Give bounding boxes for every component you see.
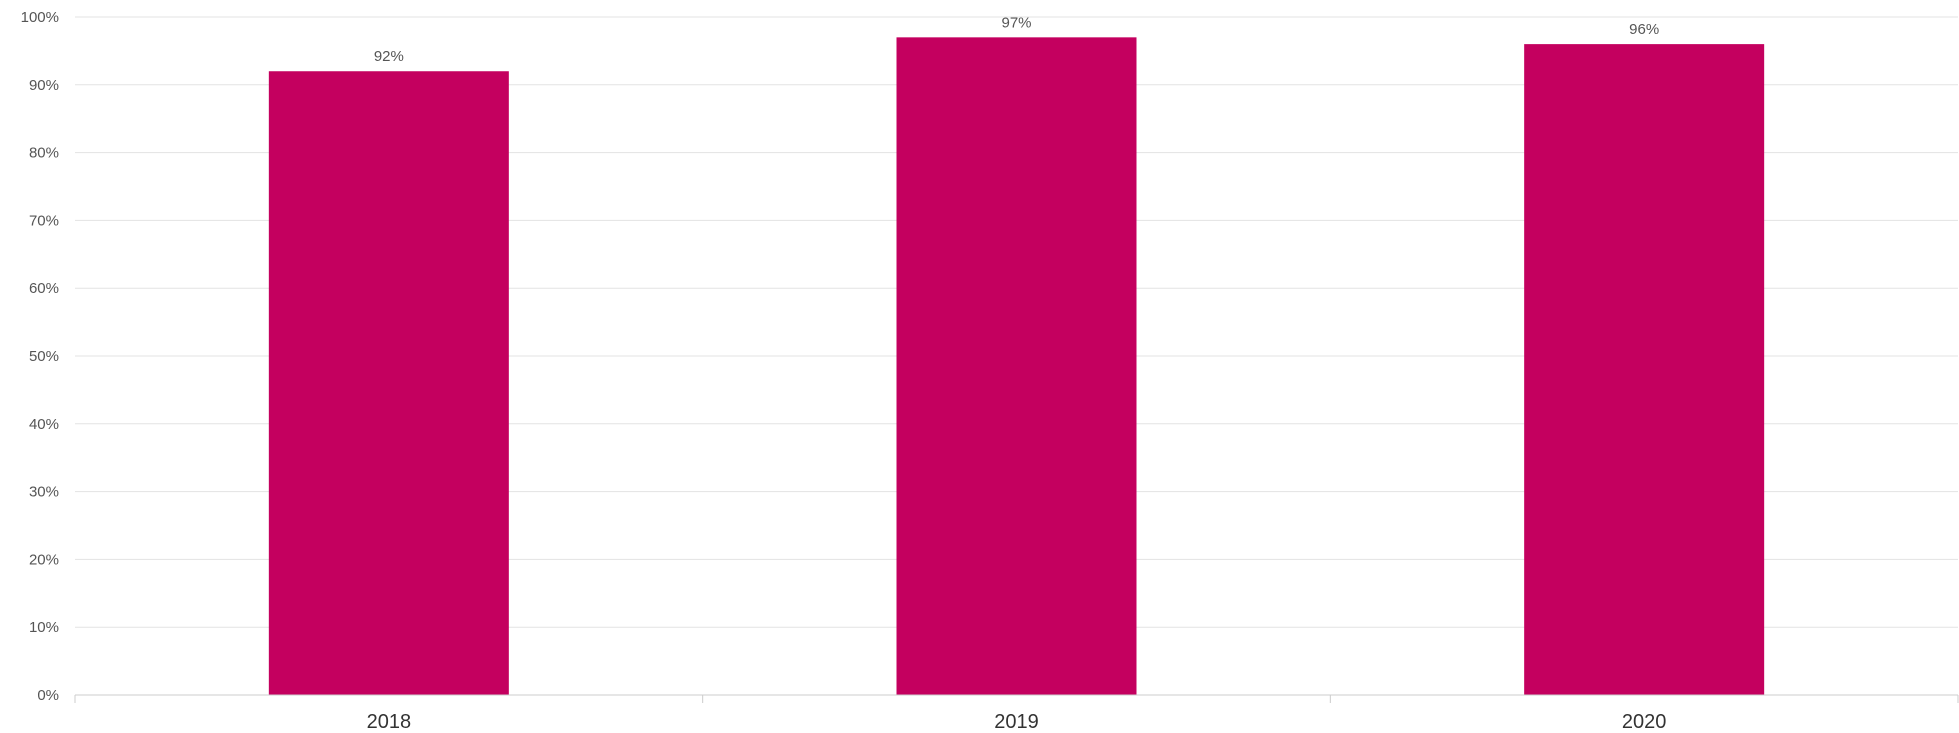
bar-2018 — [268, 71, 509, 696]
data-label-2020: 96% — [1629, 21, 1659, 38]
y-tick-label: 80% — [29, 145, 59, 162]
y-tick-label: 90% — [29, 77, 59, 94]
data-label-2019: 97% — [1001, 14, 1031, 31]
x-axis: 2018 2019 2020 — [74, 694, 1959, 733]
y-tick-label: 20% — [29, 551, 59, 568]
y-tick-label: 100% — [21, 9, 59, 26]
bar-2019 — [896, 37, 1137, 695]
y-tick-label: 0% — [37, 687, 59, 704]
x-tick-label-2020: 2020 — [1622, 711, 1667, 733]
y-tick-label: 70% — [29, 212, 59, 229]
y-tick-label: 30% — [29, 484, 59, 501]
x-tick-label-2018: 2018 — [367, 711, 412, 733]
y-tick-label: 50% — [29, 348, 59, 365]
data-label-2018: 92% — [374, 48, 404, 65]
y-axis: 0% 10% 20% 30% 40% 50% 60% 70% 80% 90% 100% — [21, 9, 59, 704]
data-labels: 92% 97% 96% — [374, 14, 1659, 65]
y-tick-label: 60% — [29, 280, 59, 297]
y-tick-label: 10% — [29, 619, 59, 636]
bars — [268, 37, 1765, 696]
bar-2020 — [1524, 44, 1765, 696]
y-tick-label: 40% — [29, 416, 59, 433]
x-tick-label-2019: 2019 — [994, 711, 1039, 733]
